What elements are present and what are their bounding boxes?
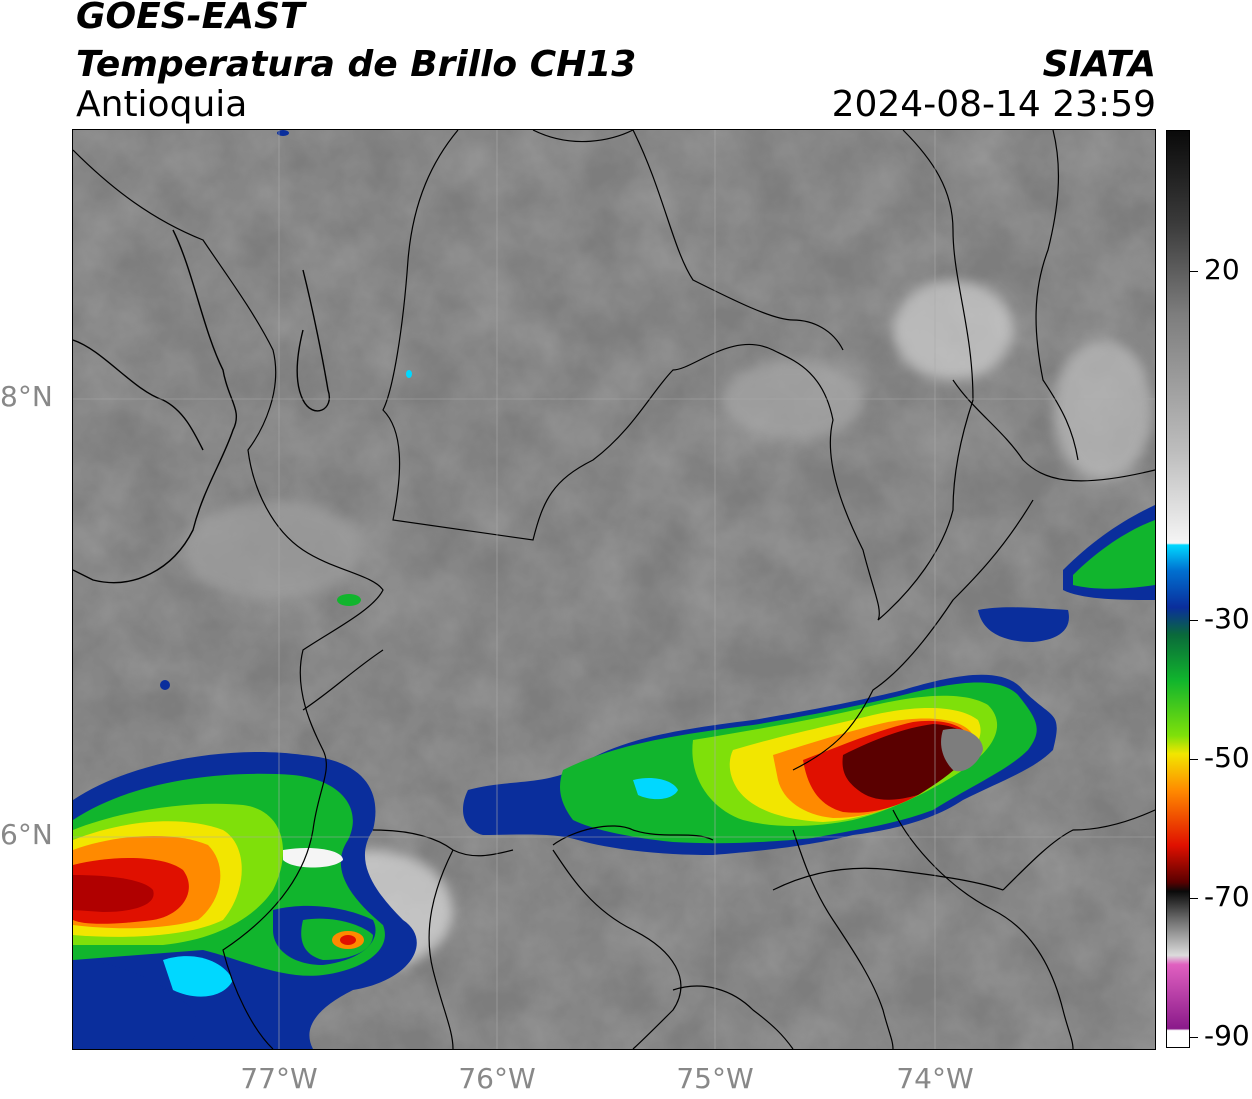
colorbar-gradient [1167, 131, 1189, 1047]
coastline [72, 229, 331, 584]
colorbar-label-minus70: -70 [1204, 880, 1250, 913]
lon-label-74w: 74°W [896, 1062, 974, 1095]
colorbar-tick [1190, 271, 1198, 272]
administrative-boundaries [72, 129, 1156, 1050]
source-label: SIATA [1042, 44, 1156, 85]
storm-cluster-east [978, 505, 1155, 642]
satellite-map[interactable] [72, 129, 1156, 1050]
lon-label-77w: 77°W [240, 1062, 318, 1095]
colorbar-label-minus30: -30 [1204, 602, 1250, 635]
lon-label-75w: 75°W [676, 1062, 754, 1095]
colorbar [1166, 130, 1190, 1048]
satellite-title: GOES-EAST [76, 0, 305, 37]
storm-cluster-west [73, 752, 417, 1049]
colorbar-tick [1190, 759, 1198, 760]
lat-label-6n: 6°N [0, 818, 53, 851]
colorbar-label-minus90: -90 [1204, 1019, 1250, 1052]
lon-label-76w: 76°W [458, 1062, 536, 1095]
datetime-label: 2024-08-14 23:59 [831, 84, 1156, 125]
colorbar-tick [1190, 898, 1198, 899]
product-title: Temperatura de Brillo CH13 [76, 44, 637, 85]
colorbar-tick [1190, 1037, 1198, 1038]
map-canvas [72, 129, 1156, 1050]
colorbar-label-20: 20 [1204, 253, 1240, 286]
storm-cluster-central [463, 674, 1057, 855]
lat-label-8n: 8°N [0, 380, 53, 413]
graticule [73, 130, 1155, 1049]
small-convective-cells [160, 130, 412, 690]
region-label: Antioquia [76, 84, 248, 125]
colorbar-tick [1190, 620, 1198, 621]
colorbar-label-minus50: -50 [1204, 741, 1250, 774]
